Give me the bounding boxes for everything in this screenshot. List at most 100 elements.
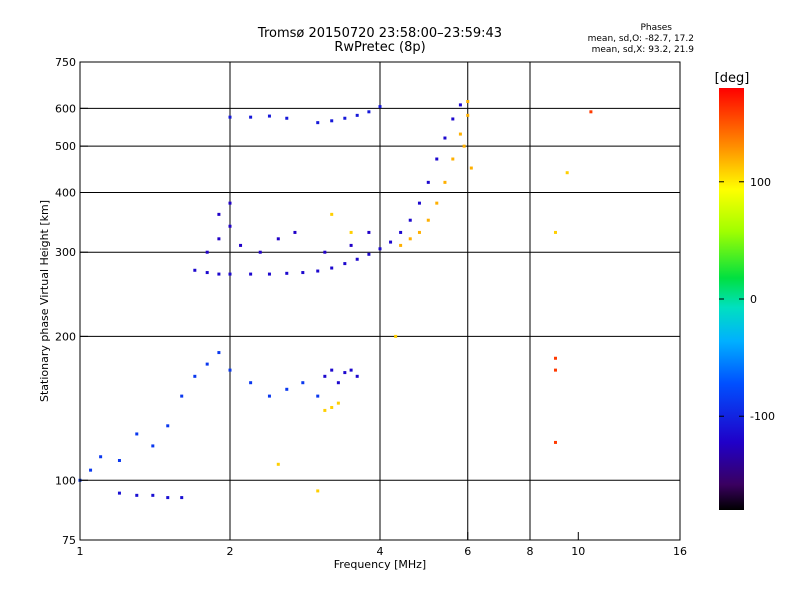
data-point <box>99 455 103 459</box>
data-point <box>330 368 334 372</box>
x-tick-label: 10 <box>571 545 585 558</box>
y-axis-ticks: 75 100 200 300 400 500 600 750 <box>55 56 88 547</box>
data-points <box>78 100 593 500</box>
data-point <box>316 121 320 125</box>
data-point <box>589 110 593 114</box>
data-point <box>166 496 170 500</box>
data-point <box>180 496 184 500</box>
data-point <box>323 250 327 254</box>
data-point <box>426 218 430 222</box>
data-point <box>389 240 393 244</box>
colorbar: [deg] 100 0 -100 <box>715 71 775 510</box>
data-point <box>565 171 569 175</box>
x-tick-label: 8 <box>527 545 534 558</box>
data-point <box>458 132 462 136</box>
data-point <box>462 144 466 148</box>
data-point <box>228 224 232 228</box>
data-point <box>135 493 139 497</box>
y-tick-label: 750 <box>55 56 76 69</box>
data-point <box>301 271 305 275</box>
colorbar-tick-label: 0 <box>750 293 757 306</box>
data-point <box>117 458 121 462</box>
colorbar-tick-label: -100 <box>750 410 775 423</box>
data-point <box>228 201 232 205</box>
x-axis-ticks: 1 2 4 6 8 10 16 <box>77 532 687 558</box>
data-point <box>349 230 353 234</box>
data-point <box>330 266 334 270</box>
chart-title: Tromsø 20150720 23:58:00–23:59:43 <box>257 26 503 41</box>
data-point <box>135 432 139 436</box>
data-point <box>151 444 155 448</box>
data-point <box>217 272 221 276</box>
data-point <box>343 262 347 266</box>
data-point <box>117 491 121 495</box>
data-point <box>336 381 340 385</box>
data-point <box>451 157 455 161</box>
data-point <box>343 371 347 375</box>
data-point <box>330 119 334 123</box>
data-point <box>553 230 557 234</box>
data-point <box>285 271 289 275</box>
y-tick-label: 400 <box>55 186 76 199</box>
data-point <box>276 462 280 466</box>
data-point <box>193 374 197 378</box>
x-tick-label: 4 <box>377 545 384 558</box>
x-tick-label: 1 <box>77 545 84 558</box>
data-point <box>355 374 359 378</box>
data-point <box>217 237 221 241</box>
chart-subtitle: RwPretec (8p) <box>334 40 426 55</box>
x-axis-label: Frequency [MHz] <box>334 558 426 571</box>
data-point <box>267 272 271 276</box>
x-tick-label: 6 <box>464 545 471 558</box>
data-point <box>205 362 209 366</box>
data-point <box>349 368 353 372</box>
data-point <box>355 113 359 117</box>
data-point <box>228 368 232 372</box>
phase-info: Phases mean, sd,O: -82.7, 17.2 mean, sd,… <box>588 23 694 56</box>
data-point <box>435 157 439 161</box>
y-tick-label: 300 <box>55 246 76 259</box>
data-point <box>553 368 557 372</box>
data-point <box>217 212 221 216</box>
data-point <box>301 381 305 385</box>
x-tick-label: 2 <box>227 545 234 558</box>
y-tick-label: 500 <box>55 140 76 153</box>
data-point <box>276 237 280 241</box>
data-point <box>466 100 470 104</box>
x-tick-label: 16 <box>673 545 687 558</box>
data-point <box>426 180 430 184</box>
data-point <box>408 237 412 241</box>
data-point <box>293 230 297 234</box>
data-point <box>451 117 455 121</box>
data-point <box>89 468 93 472</box>
data-point <box>378 105 382 109</box>
data-point <box>355 257 359 261</box>
data-point <box>408 218 412 222</box>
data-point <box>469 166 473 170</box>
data-point <box>367 230 371 234</box>
data-point <box>316 489 320 493</box>
data-point <box>258 250 262 254</box>
data-point <box>316 394 320 398</box>
y-tick-label: 200 <box>55 330 76 343</box>
data-point <box>249 381 253 385</box>
data-point <box>330 405 334 409</box>
data-point <box>349 243 353 247</box>
grid <box>80 62 680 540</box>
data-point <box>267 394 271 398</box>
data-point <box>553 356 557 360</box>
data-point <box>267 114 271 118</box>
data-point <box>193 268 197 272</box>
phase-mean-x: mean, sd,X: 93.2, 21.9 <box>591 45 694 55</box>
data-point <box>399 230 403 234</box>
data-point <box>217 351 221 355</box>
data-point <box>151 493 155 497</box>
data-point <box>166 424 170 428</box>
data-point <box>205 271 209 275</box>
data-point <box>435 201 439 205</box>
data-point <box>249 272 253 276</box>
data-point <box>285 387 289 391</box>
data-point <box>367 252 371 256</box>
y-axis-label: Stationary phase Virtual Height [km] <box>38 200 51 402</box>
